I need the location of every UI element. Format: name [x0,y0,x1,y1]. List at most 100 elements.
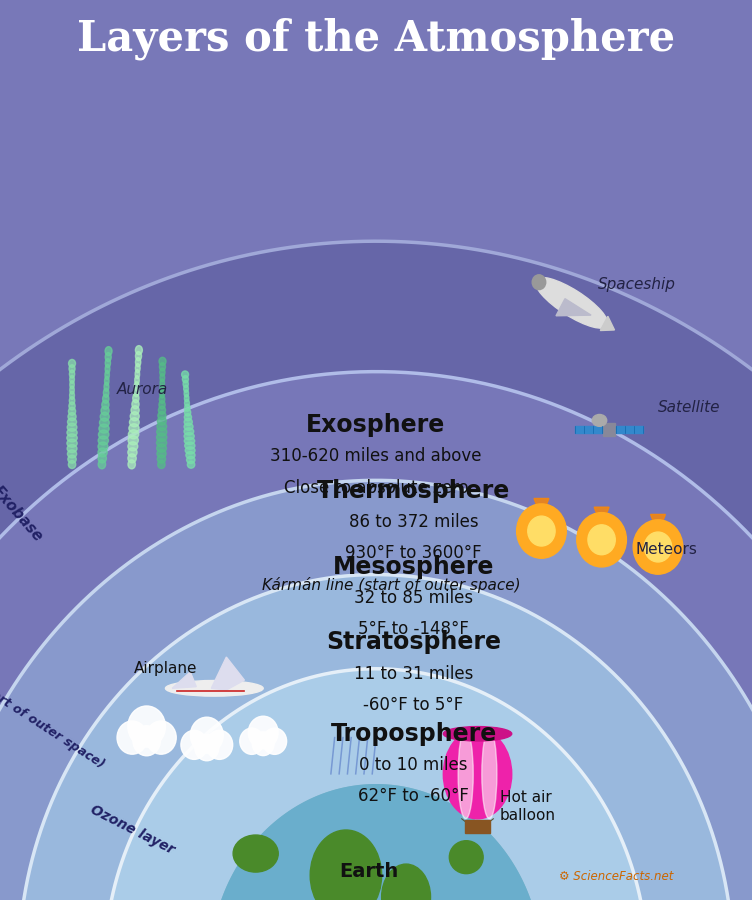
Bar [617,426,643,433]
Ellipse shape [184,400,190,407]
Ellipse shape [157,422,167,430]
Text: Airplane: Airplane [134,662,197,676]
Bar [575,426,602,433]
Polygon shape [556,299,591,316]
Polygon shape [105,669,647,900]
Text: 62°F to -60°F: 62°F to -60°F [358,788,469,806]
Ellipse shape [135,357,141,366]
Ellipse shape [185,442,195,449]
Ellipse shape [68,408,76,415]
Ellipse shape [101,406,109,415]
Ellipse shape [183,385,189,392]
Text: Ozone layer: Ozone layer [88,803,177,857]
Ellipse shape [67,434,77,442]
Polygon shape [534,499,549,517]
Ellipse shape [98,442,108,451]
Ellipse shape [99,430,109,439]
Polygon shape [650,515,666,534]
Ellipse shape [68,455,76,464]
Ellipse shape [458,730,473,819]
Text: Layers of the Atmosphere: Layers of the Atmosphere [77,17,675,59]
Ellipse shape [67,428,77,436]
Polygon shape [211,785,541,900]
Text: 5°F to -148°F: 5°F to -148°F [358,620,469,638]
Ellipse shape [134,382,139,391]
Ellipse shape [129,430,139,439]
Text: Earth: Earth [339,862,398,881]
Polygon shape [19,574,733,900]
Ellipse shape [450,841,484,874]
Ellipse shape [129,418,139,427]
Ellipse shape [233,835,278,872]
Ellipse shape [105,364,110,373]
Ellipse shape [184,423,193,430]
Ellipse shape [128,442,138,451]
Ellipse shape [99,424,109,433]
Ellipse shape [157,455,165,464]
Circle shape [517,504,566,558]
Text: 0 to 10 miles: 0 to 10 miles [359,756,468,774]
Circle shape [128,706,165,747]
Ellipse shape [70,392,74,400]
Ellipse shape [69,397,74,405]
Ellipse shape [98,454,107,463]
Ellipse shape [68,412,76,420]
Circle shape [206,730,232,760]
Ellipse shape [184,409,191,416]
Ellipse shape [184,395,189,401]
Circle shape [253,732,274,756]
Ellipse shape [99,436,108,445]
Circle shape [248,716,278,749]
Text: Stratosphere: Stratosphere [326,630,501,654]
Ellipse shape [184,428,194,435]
Ellipse shape [156,428,167,436]
Ellipse shape [135,370,140,379]
Ellipse shape [185,447,195,454]
Ellipse shape [159,395,165,403]
Ellipse shape [160,379,165,387]
Text: 310-620 miles and above: 310-620 miles and above [270,447,482,465]
Ellipse shape [183,381,188,388]
Ellipse shape [165,680,263,697]
Circle shape [262,728,287,754]
Ellipse shape [159,390,165,398]
Circle shape [146,721,176,754]
Ellipse shape [100,412,109,421]
Ellipse shape [128,460,135,469]
Ellipse shape [184,418,193,426]
Ellipse shape [102,400,109,410]
Ellipse shape [105,353,111,362]
Ellipse shape [183,375,189,382]
Ellipse shape [135,352,141,361]
Ellipse shape [311,830,381,900]
Ellipse shape [184,414,192,421]
Ellipse shape [159,357,166,365]
Ellipse shape [68,450,77,458]
Bar [603,423,615,436]
Ellipse shape [159,368,165,376]
Ellipse shape [105,358,111,367]
Ellipse shape [158,411,166,419]
Text: Kármán line (start of outer space): Kármán line (start of outer space) [262,577,520,593]
Text: Kármán line (start of outer space): Kármán line (start of outer space) [0,629,107,771]
Ellipse shape [157,417,166,425]
Ellipse shape [104,382,109,392]
Polygon shape [172,672,196,688]
Text: Spaceship: Spaceship [598,277,676,292]
Ellipse shape [130,411,139,421]
Circle shape [117,721,147,754]
Text: 86 to 372 miles: 86 to 372 miles [349,513,478,531]
Ellipse shape [103,389,109,397]
Text: Troposphere: Troposphere [330,722,497,746]
Circle shape [133,725,160,756]
Ellipse shape [67,423,77,431]
Ellipse shape [70,375,74,383]
Text: Hot air
balloon: Hot air balloon [500,790,556,823]
Text: ⚙ ScienceFacts.net: ⚙ ScienceFacts.net [559,870,674,884]
Ellipse shape [99,460,105,469]
Ellipse shape [102,394,109,403]
Text: 930°F to 3600°F: 930°F to 3600°F [345,544,482,562]
Text: Exosphere: Exosphere [306,413,446,437]
Ellipse shape [69,370,74,378]
Circle shape [577,513,626,567]
